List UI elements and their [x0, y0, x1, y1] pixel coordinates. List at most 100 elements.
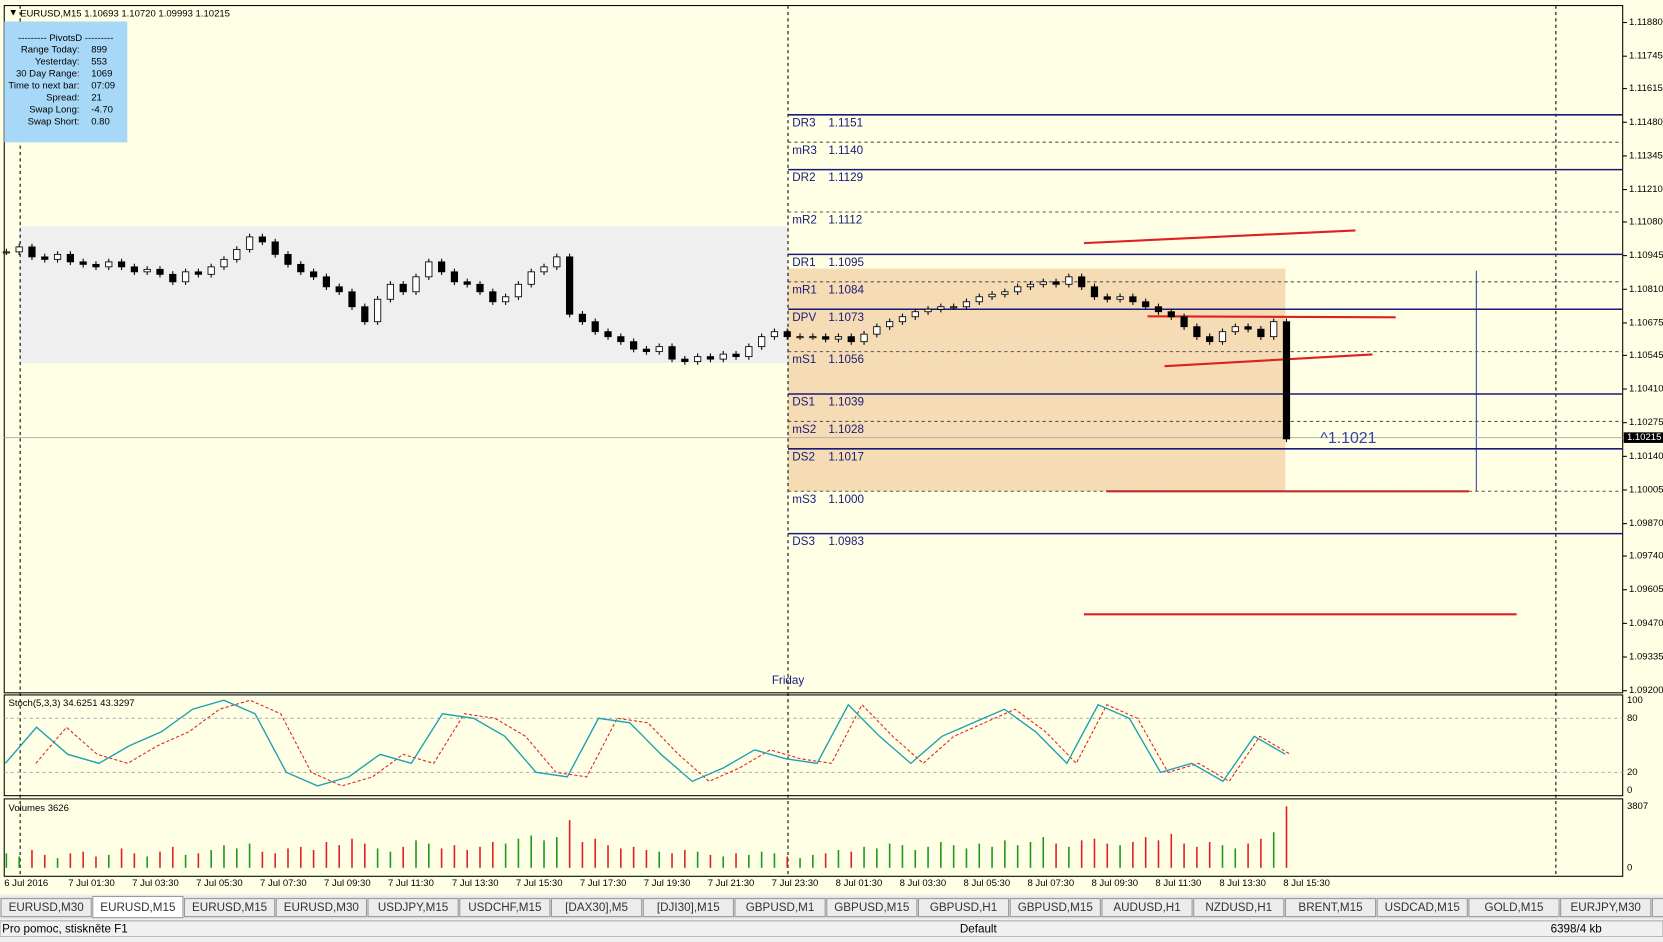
tab[interactable]	[734, 898, 826, 918]
time-label: 8 Jul 05:30	[964, 878, 1011, 889]
candle	[284, 253, 292, 265]
tab[interactable]	[826, 898, 918, 918]
candle	[822, 336, 830, 340]
candle	[117, 261, 126, 268]
info-value: 21	[91, 93, 102, 104]
pivot-name: mR2	[792, 214, 817, 227]
tab[interactable]	[1284, 898, 1377, 918]
tab-label[interactable]: USDCAD,M15	[1385, 901, 1460, 914]
tab-label[interactable]: EURUSD,M30	[9, 901, 85, 914]
candle	[514, 283, 523, 298]
tab-label[interactable]: USDCHF,M15	[468, 901, 541, 914]
info-panel	[4, 21, 128, 143]
candle	[630, 341, 638, 350]
price-annotation: ^1.1021	[1320, 430, 1376, 447]
tab[interactable]	[459, 898, 551, 918]
pivot-value: 1.1073	[828, 311, 864, 324]
price-tick-label: 1.09335	[1629, 652, 1663, 663]
candle	[540, 266, 548, 273]
tab[interactable]	[917, 898, 1010, 918]
pivot-name: mS3	[792, 493, 816, 506]
tab-label[interactable]: EURUSD,M15	[192, 901, 267, 914]
candle	[1180, 316, 1188, 328]
stoch-tick-label: 80	[1627, 713, 1638, 724]
candle	[758, 336, 766, 348]
status-bar	[0, 920, 1663, 938]
tab-label[interactable]: EURUSD,M15	[100, 901, 175, 914]
price-tick-label: 1.11210	[1629, 184, 1663, 195]
tab-label[interactable]: [DJI30],M15	[657, 901, 720, 914]
tab[interactable]	[1193, 898, 1285, 918]
tab[interactable]	[184, 898, 276, 918]
tab[interactable]	[642, 898, 734, 918]
time-label: 7 Jul 15:30	[516, 878, 563, 889]
candle	[143, 268, 151, 273]
tab-label[interactable]: GBPUSD,M15	[1018, 901, 1093, 914]
volume-panel	[3, 798, 1624, 877]
candle	[233, 248, 241, 260]
price-tick-label: 1.10545	[1629, 350, 1663, 361]
tab[interactable]	[92, 895, 184, 919]
tab[interactable]	[1009, 898, 1101, 918]
tab-label[interactable]: EURUSD,M30	[284, 901, 360, 914]
trend-line	[1164, 353, 1373, 368]
pivot-name: mS1	[792, 353, 816, 366]
info-value: 07:09	[91, 81, 115, 92]
candle	[258, 236, 266, 243]
bid-box	[1623, 432, 1663, 443]
stoch-main	[4, 699, 1286, 787]
time-label: 6 Jul 2016	[4, 878, 48, 889]
tab-label[interactable]: USDJPY,M15	[378, 901, 448, 914]
candle	[617, 336, 625, 343]
candle	[898, 316, 907, 323]
candle	[348, 291, 356, 308]
stoch-tick-label: 20	[1627, 767, 1638, 778]
tab[interactable]	[275, 898, 367, 918]
pivot-name: mR1	[792, 283, 817, 296]
tab[interactable]	[1560, 898, 1652, 918]
tab[interactable]	[367, 898, 459, 918]
tab[interactable]	[550, 898, 643, 918]
candle	[1206, 336, 1214, 343]
candle	[681, 358, 689, 363]
tab-label[interactable]: GBPUSD,H1	[930, 901, 997, 914]
candle	[271, 241, 279, 255]
tab-label[interactable]: EURJPY,M30	[1571, 901, 1642, 914]
tab[interactable]	[1651, 898, 1663, 918]
candle	[706, 356, 715, 360]
tab-label[interactable]: GOLD,M15	[1485, 901, 1544, 914]
tab-label[interactable]: GBPUSD,M15	[834, 901, 909, 914]
candle	[41, 256, 49, 260]
tab-label[interactable]: NZDUSD,H1	[1205, 901, 1272, 914]
tab-label[interactable]: GBPUSD,M1	[746, 901, 815, 914]
pivot-value: 1.1039	[828, 396, 864, 409]
info-value: 0.80	[91, 117, 110, 128]
collapse-arrow[interactable]: ▼	[8, 7, 17, 18]
candle	[783, 331, 791, 338]
tab[interactable]	[1101, 898, 1193, 918]
candle	[207, 266, 215, 275]
time-label: 8 Jul 07:30	[1027, 878, 1074, 889]
tab-label[interactable]: BRENT,M15	[1298, 901, 1362, 914]
candle	[412, 276, 420, 293]
candle	[1218, 331, 1227, 343]
pivot-value: 1.1112	[828, 214, 862, 227]
tab[interactable]	[1376, 898, 1468, 918]
tab[interactable]	[1468, 898, 1560, 918]
time-label: 7 Jul 23:30	[772, 878, 819, 889]
info-value: -4.70	[91, 105, 113, 116]
pivot-name: DS1	[792, 396, 815, 409]
volume-tick-label: 0	[1627, 862, 1632, 873]
time-label: 8 Jul 09:30	[1091, 878, 1138, 889]
candle	[181, 271, 190, 283]
tab-label[interactable]: [DAX30],M5	[565, 901, 628, 914]
info-label: Time to next bar:	[8, 81, 79, 92]
tab[interactable]	[0, 898, 92, 918]
time-label: 7 Jul 11:30	[388, 878, 434, 889]
pivot-name: mR3	[792, 144, 817, 157]
pivot-name: mS2	[792, 423, 816, 436]
info-label: Swap Short:	[28, 117, 80, 128]
price-tick-label: 1.11880	[1629, 17, 1663, 28]
tab-label[interactable]: AUDUSD,H1	[1113, 901, 1180, 914]
